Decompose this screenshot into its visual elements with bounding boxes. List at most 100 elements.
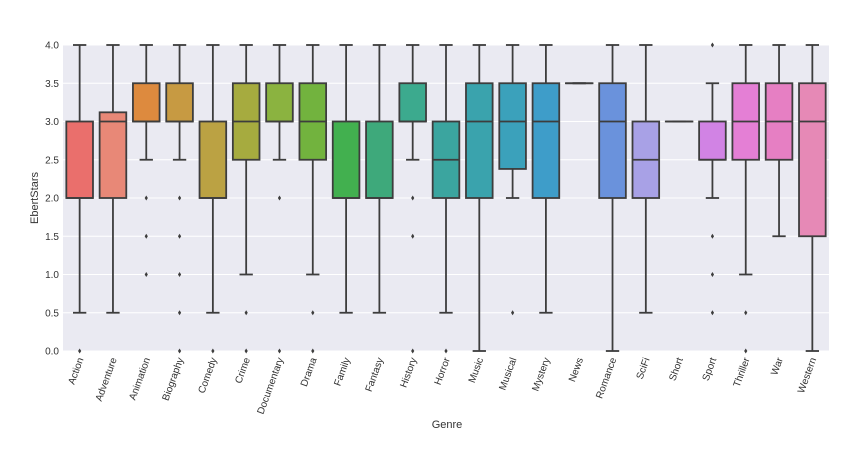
x-tick-label: Mystery xyxy=(530,356,552,393)
outlier-point xyxy=(177,348,182,354)
x-tick-label: History xyxy=(399,356,420,389)
outlier-point xyxy=(710,233,715,239)
box-adventure xyxy=(98,44,128,314)
outlier-point xyxy=(177,310,182,316)
y-tick-label: 0.5 xyxy=(45,308,59,319)
y-tick-label: 1.5 xyxy=(45,232,59,243)
outlier-point xyxy=(144,233,148,239)
x-tick-label: SciFi xyxy=(635,356,653,381)
x-tick-label: Biography xyxy=(161,356,187,402)
box-biography xyxy=(165,44,194,354)
outlier-point xyxy=(211,348,215,354)
x-tick-label: Musical xyxy=(497,356,519,392)
box-body xyxy=(132,82,161,123)
outlier-point xyxy=(78,348,82,354)
outlier-point xyxy=(177,272,182,277)
box-scifi xyxy=(631,44,661,314)
box-body xyxy=(265,82,294,123)
y-tick-label: 1.0 xyxy=(45,270,59,281)
box-body xyxy=(531,82,561,199)
outlier-point xyxy=(710,272,715,277)
x-tick-label: Music xyxy=(467,356,486,384)
x-tick-label: Short xyxy=(667,356,686,382)
box-sport xyxy=(698,42,727,316)
outlier-point xyxy=(411,195,415,201)
box-body xyxy=(798,82,827,238)
box-war xyxy=(764,44,794,238)
y-tick-label: 2.0 xyxy=(45,194,59,205)
outlier-point xyxy=(277,195,282,201)
box-music xyxy=(465,44,494,352)
y-tick-label: 3.0 xyxy=(45,117,59,128)
x-tick-label: Sport xyxy=(701,356,720,382)
x-tick-label: Crime xyxy=(234,356,254,385)
outlier-point xyxy=(444,348,448,354)
outlier-point xyxy=(144,272,148,277)
box-body xyxy=(365,120,394,199)
box-fantasy xyxy=(365,44,394,314)
y-tick-label: 0.0 xyxy=(45,347,59,358)
y-tick-label: 4.0 xyxy=(45,41,59,52)
outlier-point xyxy=(311,310,315,316)
outlier-point xyxy=(744,348,748,354)
x-tick-label: Adventure xyxy=(94,356,120,403)
x-tick-label: Thriller xyxy=(732,356,753,389)
x-tick-label: Family xyxy=(332,356,352,387)
box-body xyxy=(698,120,727,161)
box-action xyxy=(65,44,94,354)
box-thriller xyxy=(731,44,760,354)
x-axis-title: Genre xyxy=(432,419,463,431)
box-documentary xyxy=(265,44,294,354)
y-axis-ticks: 0.0 0.5 1.0 1.5 2.0 2.5 3.0 3.5 4.0 xyxy=(45,41,59,358)
y-tick-label: 3.5 xyxy=(45,79,59,90)
box-crime xyxy=(231,44,261,354)
box-western xyxy=(798,44,827,352)
box-body xyxy=(165,82,194,123)
box-body xyxy=(198,120,228,199)
outlier-point xyxy=(177,195,182,201)
outlier-point xyxy=(710,42,715,48)
box-body xyxy=(598,82,627,199)
box-body xyxy=(65,120,94,199)
y-tick-label: 2.5 xyxy=(45,155,59,166)
outlier-point xyxy=(511,310,515,316)
x-tick-label: Western xyxy=(796,356,819,395)
box-comedy xyxy=(198,44,228,354)
outlier-point xyxy=(411,233,415,239)
box-romance xyxy=(598,44,627,352)
box-horror xyxy=(431,44,461,354)
x-tick-label: Action xyxy=(67,356,87,386)
box-body xyxy=(498,82,527,170)
y-axis-title: EbertStars xyxy=(29,172,41,224)
box-musical xyxy=(498,44,527,316)
x-tick-label: Fantasy xyxy=(364,356,387,393)
boxes xyxy=(65,42,827,354)
x-tick-label: News xyxy=(567,356,586,383)
outlier-point xyxy=(177,233,182,239)
x-tick-label: War xyxy=(769,356,786,377)
outlier-point xyxy=(244,348,248,354)
x-tick-label: Romance xyxy=(594,356,619,400)
outlier-point xyxy=(744,310,748,316)
box-mystery xyxy=(531,44,561,314)
outlier-point xyxy=(411,348,415,354)
outlier-point xyxy=(144,195,148,201)
outlier-point xyxy=(710,310,715,316)
x-tick-label: Drama xyxy=(299,356,320,388)
outlier-point xyxy=(277,348,282,354)
x-tick-label: Comedy xyxy=(197,356,220,395)
box-body xyxy=(331,120,361,199)
x-tick-label: Horror xyxy=(433,356,453,387)
box-body xyxy=(398,82,427,123)
box-body xyxy=(98,111,128,199)
box-history xyxy=(398,44,427,354)
box-drama xyxy=(298,44,328,354)
x-axis-ticks: Action Adventure Animation Biography Comedy C… xyxy=(67,356,820,416)
x-tick-label: Documentary xyxy=(256,356,287,416)
box-family xyxy=(331,44,361,314)
box-animation xyxy=(132,44,161,277)
x-tick-label: Animation xyxy=(128,356,154,402)
outlier-point xyxy=(244,310,248,316)
outlier-point xyxy=(311,348,315,354)
